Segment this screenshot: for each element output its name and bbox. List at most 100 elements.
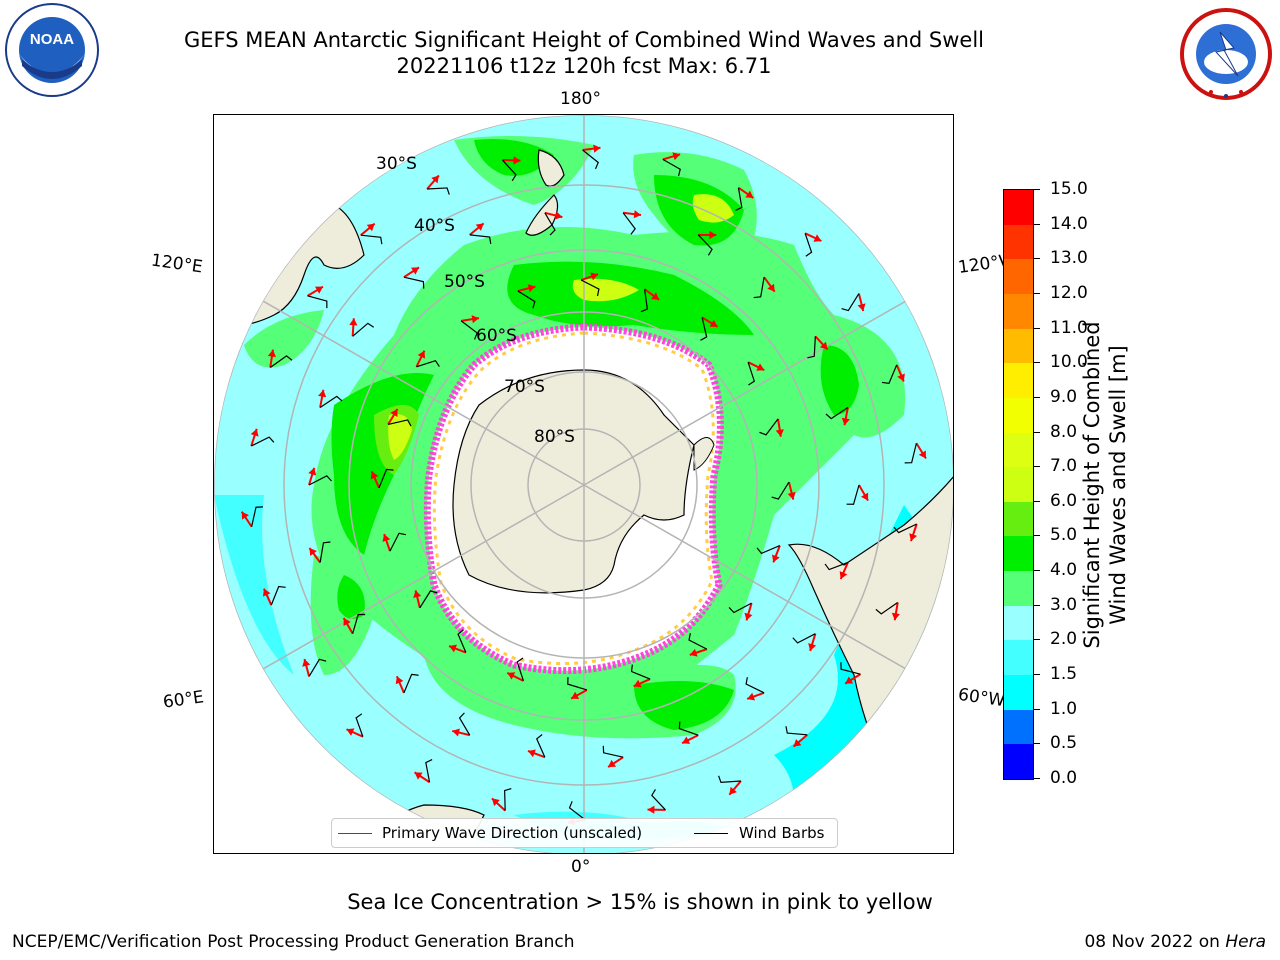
wind-barb <box>841 293 860 312</box>
wave-arrow-head <box>857 303 866 312</box>
wave-band-4-5m-north <box>507 261 754 335</box>
colorbar-segment <box>1004 224 1033 260</box>
wave-arrow-head <box>452 728 460 737</box>
wave-arrow-head <box>431 175 439 184</box>
wind-barb <box>759 418 779 436</box>
colorbar-segment <box>1004 570 1033 606</box>
wave-arrow-head <box>390 409 398 418</box>
wind-barb <box>360 234 383 245</box>
wave-arrow-head <box>449 644 457 653</box>
wave-arrow-head <box>891 612 900 621</box>
colorbar-segment <box>1004 362 1033 398</box>
colorbar-tick-label: 1.0 <box>1050 698 1078 719</box>
colorbar-tick-mark <box>1034 500 1040 502</box>
wind-barb <box>460 320 478 340</box>
wind-barb <box>904 443 917 464</box>
wave-arrow-head <box>590 272 599 281</box>
wind-barb <box>807 336 816 359</box>
wind-barb <box>536 734 546 758</box>
wave-arrow-head <box>689 648 698 657</box>
colorbar-tick-label: 1.5 <box>1050 664 1078 685</box>
colorbar-segment <box>1004 258 1033 294</box>
wave-arrow-head <box>343 618 351 627</box>
wind-barb <box>771 481 790 500</box>
wave-direction-legend-swatch <box>338 833 372 834</box>
wave-arrow-head <box>370 471 379 480</box>
wind-barb <box>580 279 600 297</box>
colorbar-tick-mark <box>1034 674 1040 676</box>
wave-arrow-head <box>775 429 784 437</box>
lat-label-30s: 30°S <box>376 154 417 174</box>
wave-arrow-head <box>787 491 796 500</box>
wave-arrow-head <box>709 230 717 240</box>
wind-barb <box>568 801 586 821</box>
wind-barb <box>893 523 917 534</box>
wind-barb <box>458 712 471 736</box>
colorbar-tick-label: 15.0 <box>1050 179 1088 199</box>
wave-arrow-head <box>593 144 601 153</box>
wind-barb <box>427 187 450 195</box>
wind-barb <box>846 484 860 505</box>
wave-arrow-head <box>527 284 536 293</box>
wind-barb <box>469 234 492 245</box>
wave-arrow-head <box>744 612 753 621</box>
wind-barb <box>622 212 636 235</box>
wave-peak-6-7m-west <box>388 414 412 460</box>
colorbar-tick-label: 0.0 <box>1050 768 1078 788</box>
wave-arrow-head <box>808 643 817 651</box>
wind-barb <box>747 361 756 386</box>
wave-arrow-head <box>554 211 563 220</box>
longitude-grid <box>214 115 953 853</box>
wave-arrow-head <box>262 588 271 597</box>
wave-arrow-head <box>756 363 765 371</box>
wind-barb <box>502 159 517 182</box>
wave-arrow-head <box>633 210 641 219</box>
colorbar-tick-mark <box>1034 258 1040 260</box>
wind-barb <box>756 545 781 555</box>
wind-barb <box>355 713 364 737</box>
wind-barb <box>840 662 861 675</box>
colorbar-tick-label: 8.0 <box>1050 421 1078 442</box>
wave-direction-arrows <box>240 144 927 826</box>
colorbar-segment <box>1004 189 1033 225</box>
lon-label-180: 180° <box>560 89 601 109</box>
colorbar-tick-mark <box>1034 327 1040 329</box>
wave-arrow-head <box>346 728 355 736</box>
wind-barb <box>389 532 407 552</box>
colorbar-tick-mark <box>1034 362 1040 364</box>
wind-barb <box>825 407 849 420</box>
wind-barb <box>824 561 849 571</box>
lat-label-70s: 70°S <box>504 377 545 397</box>
wave-arrow-head <box>241 511 249 520</box>
wave-arrow-head <box>475 223 484 231</box>
lon-label-0: 0° <box>571 857 591 877</box>
wave-arrow-head <box>411 267 420 275</box>
colorbar-tick-mark <box>1034 535 1040 537</box>
nws-logo <box>1176 6 1276 102</box>
wave-peak-6-7m-ne <box>692 194 734 223</box>
wind-barb <box>662 158 681 177</box>
wind-barb <box>678 721 699 736</box>
wave-arrow-head <box>651 292 660 300</box>
colorbar-tick-mark <box>1034 604 1040 606</box>
lon-label-60w: 60°W <box>956 684 1007 712</box>
colorbar-tick-label: 7.0 <box>1050 456 1078 477</box>
wave-arrow-head <box>527 749 536 758</box>
wave-arrow-head <box>302 659 311 667</box>
wind-barb <box>602 745 624 758</box>
wave-arrow-head <box>813 234 822 242</box>
wind-barb-legend-label: Wind Barbs <box>739 824 825 842</box>
wind-barb <box>728 602 752 614</box>
colorbar-tick-mark <box>1034 570 1040 572</box>
colorbar-tick-label: 11.0 <box>1050 317 1088 338</box>
wave-arrow-head <box>471 315 479 324</box>
colorbar-tick-mark <box>1034 708 1040 710</box>
wind-barb <box>319 541 331 563</box>
colorbar-segment <box>1004 328 1033 364</box>
wind-barb <box>651 789 666 811</box>
africa-landmass <box>214 764 298 853</box>
wave-arrow-head <box>309 547 317 556</box>
new-zealand-south-island <box>525 194 559 236</box>
date-text: 08 Nov 2022 on <box>1084 932 1220 952</box>
antarctic-peninsula <box>693 437 715 471</box>
